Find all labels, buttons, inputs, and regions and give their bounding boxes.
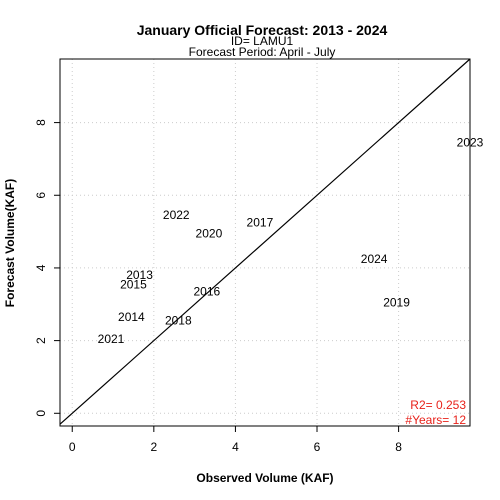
x-tick-label: 6 xyxy=(314,440,321,454)
point-labels: 2013 2014 2015 2016 2017 2018 2019 2020 2021 2022… xyxy=(98,136,484,346)
y-axis: 0 2 4 6 8 xyxy=(34,119,60,417)
y-tick-label: 2 xyxy=(34,337,48,344)
y-tick-label: 0 xyxy=(34,410,48,417)
point-label: 2016 xyxy=(194,285,221,299)
x-axis-label: Observed Volume (KAF) xyxy=(196,471,333,485)
r2-stat: R2= 0.253 xyxy=(410,398,466,412)
chart-subtitle-period: Forecast Period: April - July xyxy=(189,45,336,59)
x-tick-label: 8 xyxy=(395,440,402,454)
point-label: 2013 xyxy=(126,268,153,282)
y-tick-label: 8 xyxy=(34,119,48,126)
point-label: 2021 xyxy=(98,332,125,346)
x-tick-label: 0 xyxy=(69,440,76,454)
point-label: 2019 xyxy=(383,295,410,309)
chart-subtitle-id: ID= LAMU1 xyxy=(231,34,294,48)
y-tick-label: 6 xyxy=(34,192,48,199)
y-axis-label: Forecast Volume(KAF) xyxy=(3,179,17,307)
y-tick-label: 4 xyxy=(34,264,48,271)
point-label: 2024 xyxy=(361,252,388,266)
point-label: 2020 xyxy=(196,226,223,240)
chart-title: January Official Forecast: 2013 - 2024 xyxy=(137,22,388,38)
one-to-one-line xyxy=(59,58,471,425)
x-axis: 0 2 4 6 8 xyxy=(69,426,402,454)
plot-frame xyxy=(59,58,471,427)
x-tick-label: 4 xyxy=(232,440,239,454)
years-stat: #Years= 12 xyxy=(405,413,466,427)
point-label: 2017 xyxy=(247,216,274,230)
x-tick-label: 2 xyxy=(150,440,157,454)
point-label: 2023 xyxy=(457,136,484,150)
point-label: 2015 xyxy=(120,277,147,291)
point-label: 2022 xyxy=(163,208,190,222)
grid-lines xyxy=(60,59,470,426)
reference-line-group xyxy=(59,58,471,425)
point-label: 2018 xyxy=(165,314,192,328)
point-label: 2014 xyxy=(118,310,145,324)
